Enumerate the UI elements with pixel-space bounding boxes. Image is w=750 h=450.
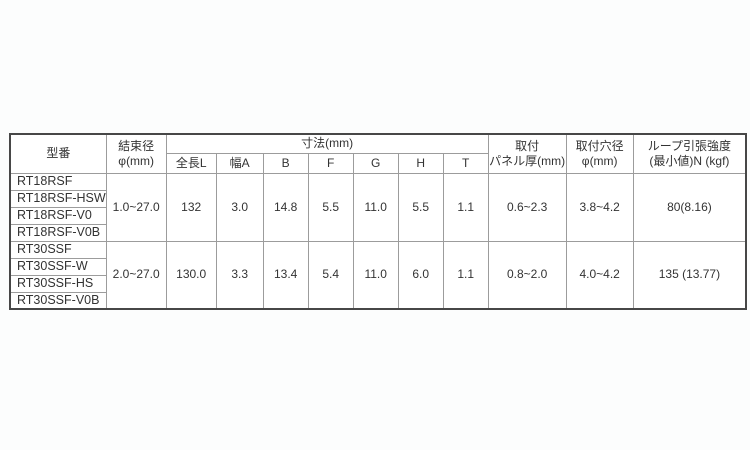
table-row: RT18RSF-V0B xyxy=(9,223,746,242)
panel-thickness-label-line2: パネル厚(mm) xyxy=(489,153,566,168)
col-header-b: B xyxy=(262,152,309,174)
col-header-width-a: 幅A xyxy=(215,152,264,174)
panel-thickness-value: 0.6~2.3 xyxy=(487,172,567,242)
bundle-diameter-value: 1.0~27.0 xyxy=(105,172,167,242)
loop-strength-label-line2: (最小値)N (kgf) xyxy=(649,153,730,168)
table-row: RT18RSF 1.0~27.0 132 3.0 14.8 5.5 11.0 5… xyxy=(9,172,747,242)
hole-diameter-label-line1: 取付穴径 xyxy=(575,138,624,153)
col-header-loop-strength: ループ引張強度 (最小値)N (kgf) xyxy=(632,133,747,174)
table-row: RT30SSF-V0B xyxy=(9,291,746,310)
width-a-value: 3.0 xyxy=(215,172,264,242)
dim-g-value: 11.0 xyxy=(352,172,399,242)
total-length-value: 130.0 xyxy=(165,240,217,310)
hole-diameter-value: 4.0~4.2 xyxy=(565,240,634,310)
col-header-model: 型番 xyxy=(9,133,107,174)
dim-f-value: 5.4 xyxy=(307,240,354,310)
model-name-cell: RT30SSF-W xyxy=(9,257,107,276)
panel-thickness-value: 0.8~2.0 xyxy=(487,240,567,310)
col-header-panel-thickness: 取付 パネル厚(mm) xyxy=(487,133,567,174)
table-row: RT30SSF-HS xyxy=(9,274,746,293)
hole-diameter-label-line2: φ(mm) xyxy=(581,153,618,168)
dim-h-value: 5.5 xyxy=(397,172,444,242)
col-header-g: G xyxy=(352,152,399,174)
col-header-hole-diameter: 取付穴径 φ(mm) xyxy=(565,133,634,174)
table-header: 型番 結束径 φ(mm) 寸法(mm) 取付 パネル厚(mm) 取付穴径 φ(m… xyxy=(9,133,747,174)
panel-thickness-label-line1: 取付 xyxy=(515,138,540,153)
model-name-cell: RT30SSF-HS xyxy=(9,274,107,293)
dim-h-value: 6.0 xyxy=(397,240,444,310)
dim-t-value: 1.1 xyxy=(442,172,489,242)
dim-b-value: 14.8 xyxy=(262,172,309,242)
bundle-diameter-label-line1: 結束径 xyxy=(118,138,155,153)
total-length-value: 132 xyxy=(165,172,217,242)
loop-strength-value: 135 (13.77) xyxy=(632,240,747,310)
model-name-cell: RT18RSF-V0B xyxy=(9,223,107,242)
table-row: RT18RSF-HSW xyxy=(9,189,746,208)
table-row: RT18RSF-V0 xyxy=(9,206,746,225)
dim-t-value: 1.1 xyxy=(442,240,489,310)
col-header-t: T xyxy=(442,152,489,174)
col-header-bundle-diameter: 結束径 φ(mm) xyxy=(105,133,167,174)
header-row-1: 型番 結束径 φ(mm) 寸法(mm) 取付 パネル厚(mm) 取付穴径 φ(m… xyxy=(9,133,747,174)
bundle-diameter-label-line2: φ(mm) xyxy=(118,153,155,168)
width-a-value: 3.3 xyxy=(215,240,264,310)
col-header-dimensions: 寸法(mm) xyxy=(165,133,489,154)
col-header-total-length: 全長L xyxy=(165,152,217,174)
model-name-cell: RT18RSF xyxy=(9,172,107,191)
table-body: RT18RSF 1.0~27.0 132 3.0 14.8 5.5 11.0 5… xyxy=(9,172,747,310)
dim-b-value: 13.4 xyxy=(262,240,309,310)
dim-g-value: 11.0 xyxy=(352,240,399,310)
col-header-f: F xyxy=(307,152,354,174)
loop-strength-value: 80(8.16) xyxy=(632,172,747,242)
table-row: RT30SSF 2.0~27.0 130.0 3.3 13.4 5.4 11.0… xyxy=(9,240,747,310)
model-name-cell: RT30SSF-V0B xyxy=(9,291,107,310)
dim-f-value: 5.5 xyxy=(307,172,354,242)
hole-diameter-value: 3.8~4.2 xyxy=(565,172,634,242)
col-header-h: H xyxy=(397,152,444,174)
spec-table: 型番 結束径 φ(mm) 寸法(mm) 取付 パネル厚(mm) 取付穴径 φ(m… xyxy=(9,133,748,311)
model-name-cell: RT18RSF-V0 xyxy=(9,206,107,225)
bundle-diameter-value: 2.0~27.0 xyxy=(105,240,167,310)
model-name-cell: RT18RSF-HSW xyxy=(9,189,107,208)
model-name-cell: RT30SSF xyxy=(9,240,107,259)
loop-strength-label-line1: ループ引張強度 xyxy=(647,138,732,153)
